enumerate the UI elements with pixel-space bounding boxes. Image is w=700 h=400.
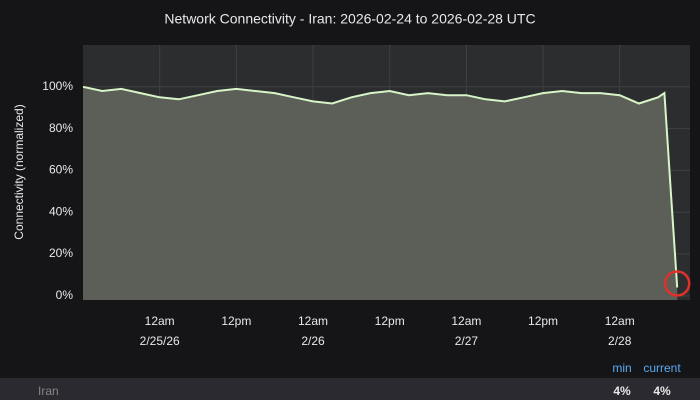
x-tick-label: 12pm [375, 314, 405, 328]
stat-name: min [612, 361, 631, 375]
y-tick-label: 60% [49, 163, 73, 177]
x-tick-label: 2/28 [608, 334, 632, 348]
stat-value: 4% [653, 384, 671, 398]
line [82, 85, 679, 288]
x-tick-label: 12pm [221, 314, 251, 328]
stat-name: current [643, 361, 681, 375]
y-tick-label: 40% [49, 204, 73, 218]
y-tick-label: 80% [49, 121, 73, 135]
y-axis-label: Connectivity (normalized) [12, 104, 26, 239]
legend-row [0, 378, 700, 400]
y-tick-label: 0% [56, 288, 74, 302]
stat-value: 4% [613, 384, 631, 398]
x-tick-label: 12am [298, 314, 328, 328]
legend-label: Iran [38, 384, 59, 398]
x-tick-label: 2/26 [301, 334, 325, 348]
x-tick-label: 12pm [528, 314, 558, 328]
x-tick-label: 2/25/26 [140, 334, 180, 348]
chart-title: Network Connectivity - Iran: 2026-02-24 … [164, 11, 535, 27]
x-tick-label: 12am [451, 314, 481, 328]
y-tick-label: 100% [42, 79, 73, 93]
area [83, 86, 678, 300]
highlight-ring [663, 270, 691, 297]
x-tick-label: 12am [145, 314, 175, 328]
y-tick-label: 20% [49, 246, 73, 260]
x-tick-label: 2/27 [455, 334, 479, 348]
x-tick-label: 12am [605, 314, 635, 328]
